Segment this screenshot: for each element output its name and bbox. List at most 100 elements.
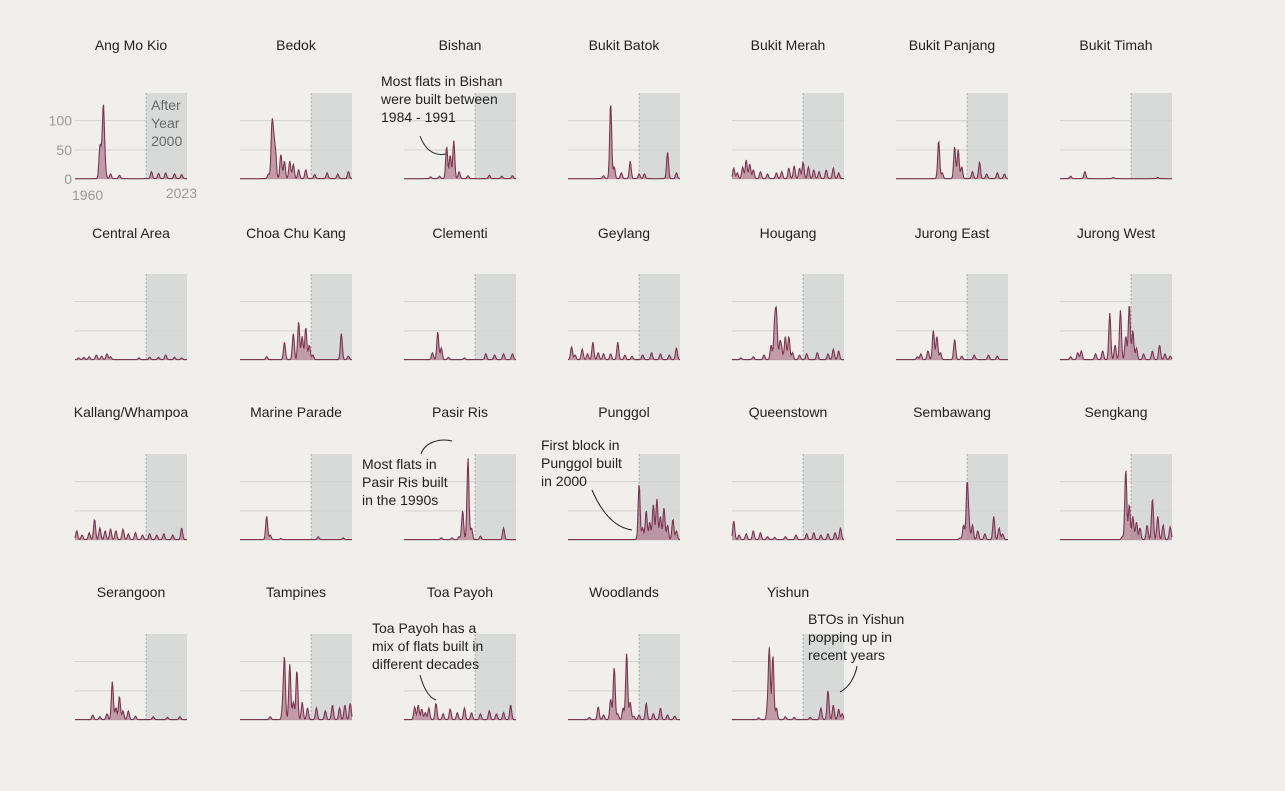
area-line bbox=[568, 105, 680, 180]
annotation-line: Pasir Ris built bbox=[362, 474, 448, 490]
area-line bbox=[75, 353, 187, 361]
annotation-bishan: Most flats in Bishan were built between 19… bbox=[381, 72, 502, 126]
annotation-leader bbox=[420, 439, 453, 455]
panel-title-bukit-batok: Bukit Batok bbox=[588, 37, 660, 53]
annotation-line: Punggol built bbox=[541, 455, 622, 471]
post-2000-shade bbox=[803, 274, 844, 360]
panel-title-toa-payoh: Toa Payoh bbox=[426, 584, 494, 600]
panel-title-bukit-timah: Bukit Timah bbox=[1079, 37, 1153, 53]
annotation-yishun: BTOs in Yishun popping up in recent years bbox=[808, 610, 904, 664]
panel-title-woodlands: Woodlands bbox=[589, 584, 659, 600]
post-2000-shade bbox=[475, 634, 516, 720]
post-2000-shade bbox=[475, 274, 516, 360]
annotation-punggol: First block in Punggol built in 2000 bbox=[541, 436, 622, 490]
post-2000-shade bbox=[146, 274, 187, 360]
post-2000-shade bbox=[967, 454, 1008, 540]
area-line bbox=[1060, 305, 1173, 361]
panel-title-geylang: Geylang bbox=[597, 225, 651, 241]
annotation-line: Most flats in bbox=[362, 456, 437, 472]
y-tick-label: 100 bbox=[49, 113, 73, 129]
annotation-line: First block in bbox=[541, 437, 620, 453]
area-line bbox=[1060, 170, 1172, 180]
area-line bbox=[404, 702, 516, 721]
panel-title-marine-parade: Marine Parade bbox=[250, 404, 342, 420]
area-fill bbox=[896, 142, 1008, 179]
post-2000-shade bbox=[967, 93, 1008, 179]
panel-title-sembawang: Sembawang bbox=[913, 404, 991, 420]
post-2000-shade bbox=[311, 454, 352, 540]
annotation-toa-payoh: Toa Payoh has a mix of flats built in diff… bbox=[372, 619, 483, 673]
area-line bbox=[732, 647, 845, 721]
post-2000-shade bbox=[803, 634, 844, 720]
y-tick-label: 50 bbox=[56, 142, 72, 158]
annotation-line: mix of flats built in bbox=[372, 638, 484, 654]
annotation-leader bbox=[591, 489, 633, 531]
area-line bbox=[404, 331, 516, 361]
area-line bbox=[731, 159, 844, 180]
area-fill bbox=[240, 322, 352, 360]
annotation-line: Most flats in Bishan bbox=[381, 73, 503, 89]
panel-title-kallang-whampoa: Kallang/Whampoa bbox=[73, 404, 189, 420]
post-2000-shade bbox=[639, 93, 680, 179]
area-line bbox=[74, 518, 187, 541]
annotation-line: Toa Payoh has a bbox=[372, 620, 477, 636]
panel-title-yishun: Yishun bbox=[766, 584, 810, 600]
panel-title-ang-mo-kio: Ang Mo Kio bbox=[94, 37, 168, 53]
post-2000-shade bbox=[803, 93, 844, 179]
annotation-line: were built between bbox=[381, 91, 498, 107]
area-line bbox=[732, 305, 844, 361]
post-2000-shade bbox=[146, 454, 187, 540]
area-line bbox=[404, 140, 516, 180]
area-line bbox=[896, 482, 1008, 541]
post-2000-shade bbox=[146, 93, 187, 179]
post-2000-shade bbox=[967, 274, 1008, 360]
annotation-line: in the 1990s bbox=[362, 492, 439, 508]
area-fill bbox=[1060, 171, 1172, 179]
area-line bbox=[1060, 470, 1173, 541]
panel-title-jurong-east: Jurong East bbox=[914, 225, 990, 241]
annotation-pasir-ris: Most flats in Pasir Ris built in the 1990s bbox=[362, 455, 448, 509]
panel-title-bukit-panjang: Bukit Panjang bbox=[908, 37, 996, 53]
annotation-line: recent years bbox=[808, 647, 886, 663]
post-2000-shade bbox=[639, 274, 680, 360]
post-2000-shade bbox=[146, 634, 187, 720]
post-2000-shade bbox=[475, 454, 516, 540]
annotation-line: 1984 - 1991 bbox=[381, 109, 456, 125]
area-fill bbox=[732, 647, 844, 720]
panel-title-bishan: Bishan bbox=[438, 37, 482, 53]
area-line bbox=[240, 516, 352, 541]
area-line bbox=[240, 118, 352, 180]
post-2000-shade bbox=[311, 274, 352, 360]
area-line bbox=[568, 485, 680, 541]
annotation-line: popping up in bbox=[808, 629, 893, 645]
panel-title-clementi: Clementi bbox=[432, 225, 488, 241]
panel-title-central-area: Central Area bbox=[92, 225, 170, 241]
panel-title-tampines: Tampines bbox=[266, 584, 326, 600]
post-2000-shade bbox=[803, 454, 844, 540]
panel-title-queenstown: Queenstown bbox=[748, 404, 828, 420]
panel-title-jurong-west: Jurong West bbox=[1076, 225, 1156, 241]
panel-title-hougang: Hougang bbox=[759, 225, 817, 241]
annotation-line: BTOs in Yishun bbox=[808, 611, 905, 627]
shaded-region-label: After Year 2000 bbox=[151, 97, 182, 149]
area-line bbox=[75, 681, 187, 721]
annotation-line: different decades bbox=[372, 656, 480, 672]
post-2000-shade bbox=[311, 93, 352, 179]
area-line bbox=[896, 330, 1008, 361]
annotation-leader bbox=[839, 665, 858, 693]
annotation-leader bbox=[419, 674, 437, 701]
area-line bbox=[240, 657, 353, 721]
x-tick-label: 1960 bbox=[72, 187, 103, 203]
panel-title-serangoon: Serangoon bbox=[96, 584, 166, 600]
area-line bbox=[567, 342, 681, 361]
y-tick-label: 0 bbox=[64, 171, 72, 187]
panel-title-punggol: Punggol bbox=[598, 404, 650, 420]
area-line bbox=[404, 458, 516, 541]
x-tick-label: 2023 bbox=[166, 185, 197, 201]
panel-title-bukit-merah: Bukit Merah bbox=[750, 37, 826, 53]
post-2000-shade bbox=[1131, 274, 1172, 360]
panel-title-bedok: Bedok bbox=[276, 37, 316, 53]
area-line bbox=[731, 520, 845, 541]
